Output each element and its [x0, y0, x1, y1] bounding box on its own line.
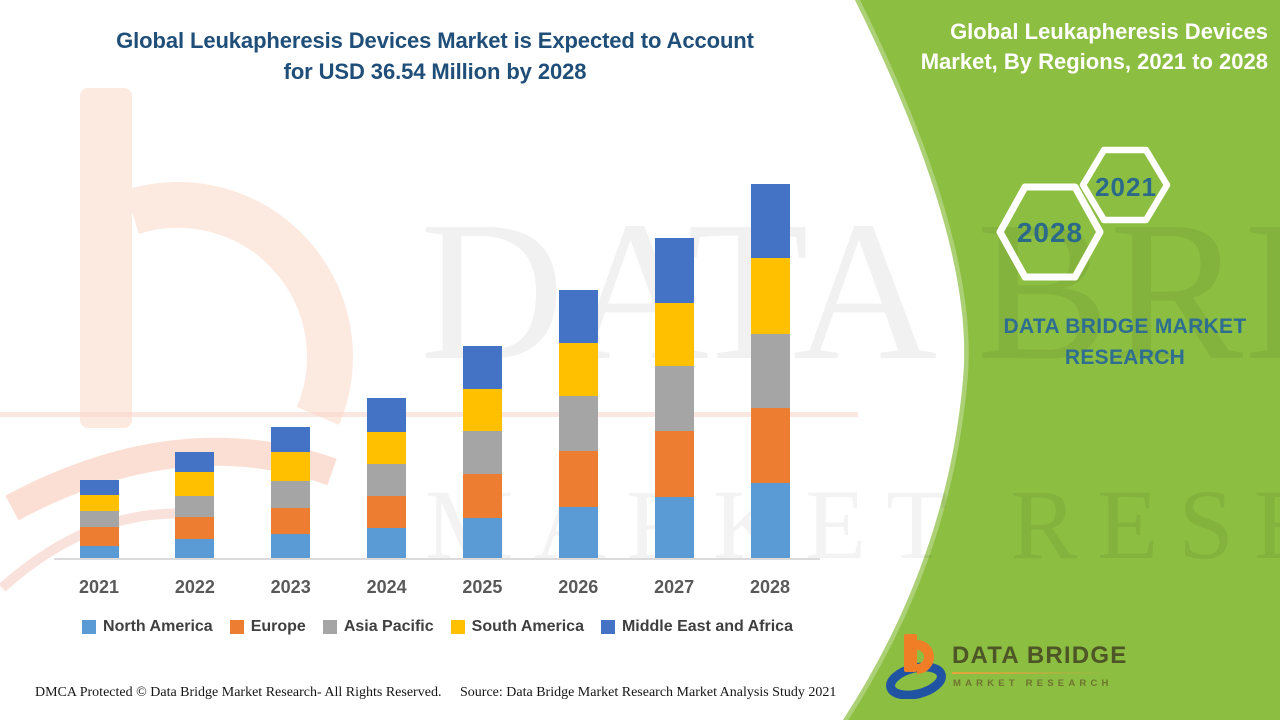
x-axis-label-2024: 2024 [366, 577, 407, 597]
bar-segment-south-america-2028 [750, 257, 790, 334]
legend-swatch-asia-pacific [322, 620, 337, 634]
legend-label-europe: Europe [250, 618, 306, 635]
bar-segment-south-america-2026 [558, 342, 598, 396]
x-axis-label-2021: 2021 [78, 577, 120, 597]
logo-subtitle: MARKET RESEARCH [953, 678, 1113, 689]
x-axis-label-2028: 2028 [749, 577, 791, 597]
x-axis-line [54, 558, 820, 560]
legend-item-north-america: North America [82, 618, 213, 636]
bar-segment-asia-pacific-2021 [79, 510, 119, 528]
brand-text-line1: DATA BRIDGE MARKET [1003, 315, 1247, 338]
bar-2028 [750, 184, 790, 559]
logo-title: DATA BRIDGE [952, 642, 1128, 669]
x-axis-label-2022: 2022 [174, 577, 215, 597]
bar-segment-north-america-2025 [462, 518, 502, 559]
bar-segment-middle-east-and-africa-2025 [462, 345, 502, 389]
x-axis-label-2027: 2027 [654, 577, 695, 597]
hexagon-year-2021: 2021 [1095, 172, 1157, 202]
bar-segment-middle-east-and-africa-2028 [750, 184, 790, 258]
bar-segment-asia-pacific-2024 [367, 463, 407, 497]
bar-segment-europe-2026 [558, 451, 598, 507]
green-panel [843, 0, 1280, 720]
bar-segment-asia-pacific-2022 [175, 495, 215, 517]
source-text: Source: Data Bridge Market Research Mark… [460, 685, 837, 700]
bar-2021 [79, 480, 119, 559]
bar-segment-middle-east-and-africa-2023 [271, 426, 311, 453]
bar-segment-asia-pacific-2027 [654, 366, 694, 431]
legend-label-north-america: North America [103, 618, 213, 635]
bar-segment-north-america-2026 [558, 506, 598, 559]
bar-2026 [558, 290, 598, 559]
brand-text: DATA BRIDGE MARKET RESEARCH [975, 311, 1275, 373]
bar-segment-europe-2022 [175, 517, 215, 539]
bar-segment-middle-east-and-africa-2022 [175, 452, 215, 472]
hexagon-2021 [1079, 146, 1171, 224]
x-axis-label-2023: 2023 [270, 577, 311, 597]
legend-item-asia-pacific: Asia Pacific [322, 618, 434, 636]
bar-2023 [271, 426, 311, 559]
bar-segment-europe-2027 [654, 430, 694, 497]
chart-title-line1: Global Leukapheresis Devices Market is E… [116, 28, 754, 53]
bar-2024 [367, 398, 407, 559]
legend-swatch-europe [229, 620, 244, 634]
bar-2027 [654, 238, 694, 559]
legend-swatch-middle-east-and-africa [600, 620, 615, 634]
legend-label-middle-east-and-africa: Middle East and Africa [621, 618, 793, 635]
chart-title: Global Leukapheresis Devices Market is E… [35, 25, 835, 87]
bar-segment-asia-pacific-2023 [271, 481, 311, 508]
bar-segment-europe-2025 [462, 473, 502, 518]
panel-title-line2: Market, By Regions, 2021 to 2028 [920, 49, 1268, 74]
hexagon-year-2028: 2028 [1017, 217, 1083, 248]
bar-segment-middle-east-and-africa-2024 [367, 398, 407, 432]
bar-2025 [462, 345, 502, 559]
logo-underline [952, 672, 1108, 674]
bar-segment-europe-2023 [271, 507, 311, 535]
panel-title: Global Leukapheresis Devices Market, By … [848, 17, 1268, 77]
bar-segment-north-america-2027 [654, 496, 694, 559]
logo-b-icon [886, 634, 946, 699]
bar-segment-north-america-2021 [79, 545, 119, 559]
bar-segment-asia-pacific-2028 [750, 333, 790, 409]
bar-segment-north-america-2022 [175, 538, 215, 559]
bar-segment-north-america-2023 [271, 534, 311, 559]
x-axis-label-2025: 2025 [462, 577, 503, 597]
bar-segment-south-america-2027 [654, 302, 694, 367]
legend-item-middle-east-and-africa: Middle East and Africa [600, 618, 793, 636]
legend: North America Europe Asia Pacific South Ame… [0, 618, 875, 636]
legend-label-south-america: South America [471, 618, 584, 635]
legend-swatch-south-america [450, 620, 465, 634]
brand-text-line2: RESEARCH [1064, 346, 1186, 369]
bar-segment-europe-2024 [367, 496, 407, 529]
legend-label-asia-pacific: Asia Pacific [343, 618, 434, 635]
bar-segment-north-america-2028 [750, 483, 790, 559]
bar-segment-south-america-2021 [79, 494, 119, 511]
legend-item-south-america: South America [450, 618, 584, 636]
legend-item-europe: Europe [229, 618, 306, 636]
bar-segment-asia-pacific-2025 [462, 430, 502, 474]
chart-title-line2: for USD 36.54 Million by 2028 [283, 59, 587, 84]
bar-segment-middle-east-and-africa-2027 [654, 238, 694, 303]
hexagon-2028 [996, 183, 1104, 281]
bar-segment-asia-pacific-2026 [558, 395, 598, 452]
bar-segment-south-america-2025 [462, 388, 502, 431]
bar-2022 [175, 452, 215, 559]
bar-segment-middle-east-and-africa-2026 [558, 290, 598, 343]
x-axis-label-2026: 2026 [558, 577, 599, 597]
bar-segment-europe-2021 [79, 527, 119, 546]
bar-segment-south-america-2024 [367, 431, 407, 464]
dmca-text: DMCA Protected © Data Bridge Market Rese… [35, 685, 442, 700]
bar-segment-middle-east-and-africa-2021 [79, 480, 119, 495]
bar-segment-south-america-2022 [175, 471, 215, 496]
panel-title-line1: Global Leukapheresis Devices [950, 19, 1268, 44]
bar-segment-south-america-2023 [271, 452, 311, 482]
bar-segment-north-america-2024 [367, 528, 407, 559]
bar-segment-europe-2028 [750, 408, 790, 484]
data-bridge-logo: DATA BRIDGE MARKET RESEARCH [886, 633, 1136, 708]
legend-swatch-north-america [82, 620, 97, 634]
